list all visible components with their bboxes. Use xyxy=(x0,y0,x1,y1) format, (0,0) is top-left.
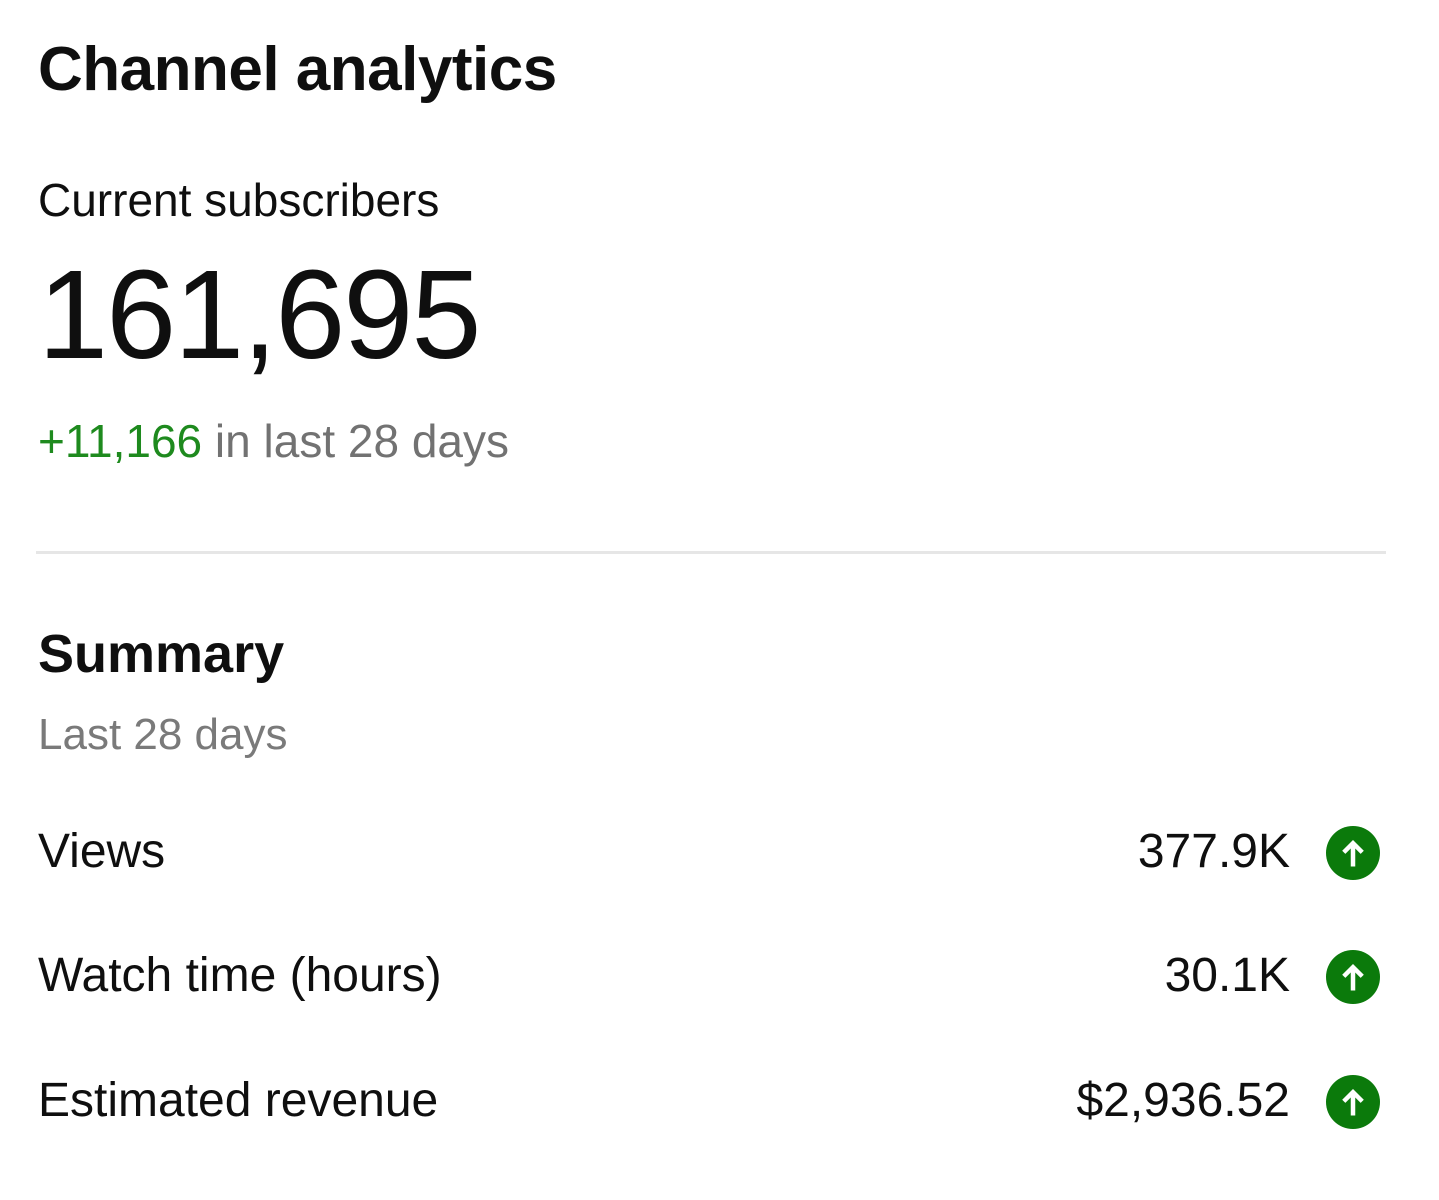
metric-label: Views xyxy=(38,825,166,878)
summary-title: Summary xyxy=(38,624,285,684)
current-subscribers-count: 161,695 xyxy=(38,244,481,385)
arrow-up-circle-icon xyxy=(1326,950,1380,1004)
channel-analytics-card: Channel analytics Current subscribers 16… xyxy=(36,0,1386,1200)
summary-period: Last 28 days xyxy=(38,710,288,759)
metric-label: Watch time (hours) xyxy=(38,949,442,1002)
metric-value: 377.9K xyxy=(1137,825,1290,878)
metric-row-estimated-revenue: Estimated revenue $2,936.52 xyxy=(38,1071,1382,1131)
metric-value: 30.1K xyxy=(1164,949,1290,1002)
metric-value: $2,936.52 xyxy=(1076,1074,1290,1127)
metric-row-watch-time: Watch time (hours) 30.1K xyxy=(38,946,1382,1006)
arrow-up-circle-icon xyxy=(1326,826,1380,880)
arrow-up-circle-icon xyxy=(1326,1075,1380,1129)
current-subscribers-label: Current subscribers xyxy=(38,174,440,226)
metric-row-views: Views 377.9K xyxy=(38,822,1382,882)
section-divider xyxy=(36,551,1386,554)
page-title: Channel analytics xyxy=(38,35,557,104)
subscribers-delta: +11,166 xyxy=(38,415,203,467)
subscribers-change: +11,166 in last 28 days xyxy=(38,413,509,469)
subscribers-delta-period: in last 28 days xyxy=(202,415,509,467)
metric-label: Estimated revenue xyxy=(38,1074,439,1127)
